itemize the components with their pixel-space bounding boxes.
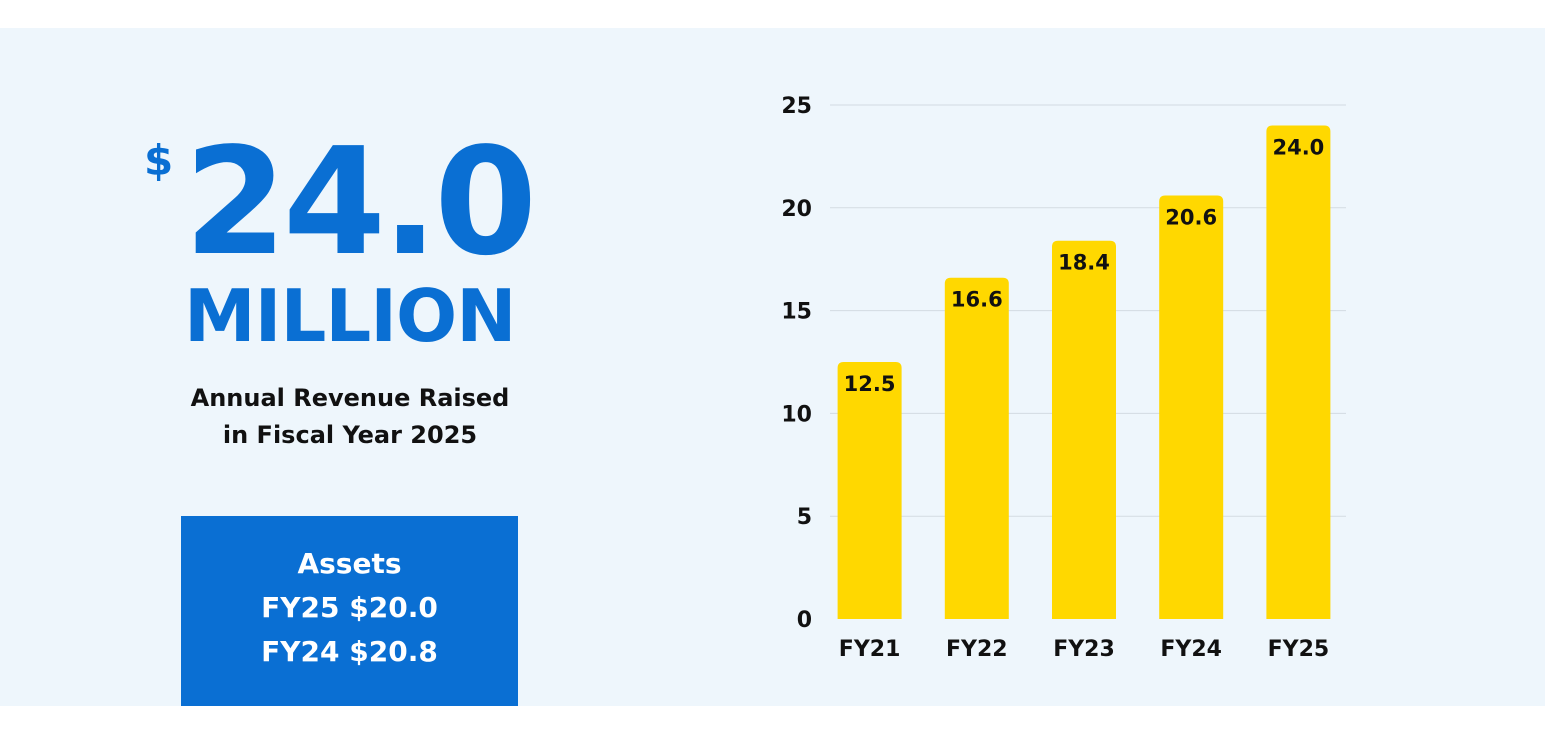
x-tick-fy25: FY25 xyxy=(1268,637,1330,662)
data-label-fy22: 16.6 xyxy=(951,288,1003,312)
x-tick-fy24: FY24 xyxy=(1160,637,1222,662)
chart-bars xyxy=(837,125,1331,620)
x-tick-fy22: FY22 xyxy=(946,637,1008,662)
bar-fy22 xyxy=(944,277,1009,619)
assets-fy24: FY24 $20.8 xyxy=(261,635,438,668)
chart-data-labels: 12.5 16.6 18.4 20.6 24.0 xyxy=(844,136,1325,396)
x-axis-ticks: FY21 FY22 FY23 FY24 FY25 xyxy=(839,637,1329,662)
data-label-fy25: 24.0 xyxy=(1272,136,1324,160)
y-tick-15: 15 xyxy=(781,300,812,325)
caption-line-1: Annual Revenue Raised xyxy=(190,384,510,412)
bar-fy24 xyxy=(1159,195,1224,620)
revenue-unit: MILLION xyxy=(184,274,516,358)
revenue-caption: Annual Revenue Raised in Fiscal Year 202… xyxy=(150,380,550,454)
y-tick-25: 25 xyxy=(781,94,812,119)
bar-fy21 xyxy=(837,362,902,619)
y-tick-10: 10 xyxy=(781,402,812,427)
data-label-fy23: 18.4 xyxy=(1058,251,1110,275)
currency-symbol: $ xyxy=(144,136,174,185)
x-tick-fy23: FY23 xyxy=(1053,637,1115,662)
data-label-fy21: 12.5 xyxy=(844,372,896,396)
y-tick-5: 5 xyxy=(797,505,812,530)
y-tick-0: 0 xyxy=(797,608,812,633)
y-axis-ticks: 0 5 10 15 20 25 xyxy=(781,94,812,633)
data-label-fy24: 20.6 xyxy=(1165,205,1217,229)
assets-fy25: FY25 $20.0 xyxy=(261,591,438,624)
x-tick-fy21: FY21 xyxy=(839,637,901,662)
bar-fy25 xyxy=(1266,125,1331,619)
assets-title: Assets xyxy=(297,547,402,580)
caption-line-2: in Fiscal Year 2025 xyxy=(222,421,478,449)
revenue-amount: 24.0 xyxy=(184,116,537,288)
assets-box: Assets FY25 $20.0 FY24 $20.8 xyxy=(181,516,518,706)
bar-fy23 xyxy=(1052,240,1116,620)
y-tick-20: 20 xyxy=(781,197,812,222)
